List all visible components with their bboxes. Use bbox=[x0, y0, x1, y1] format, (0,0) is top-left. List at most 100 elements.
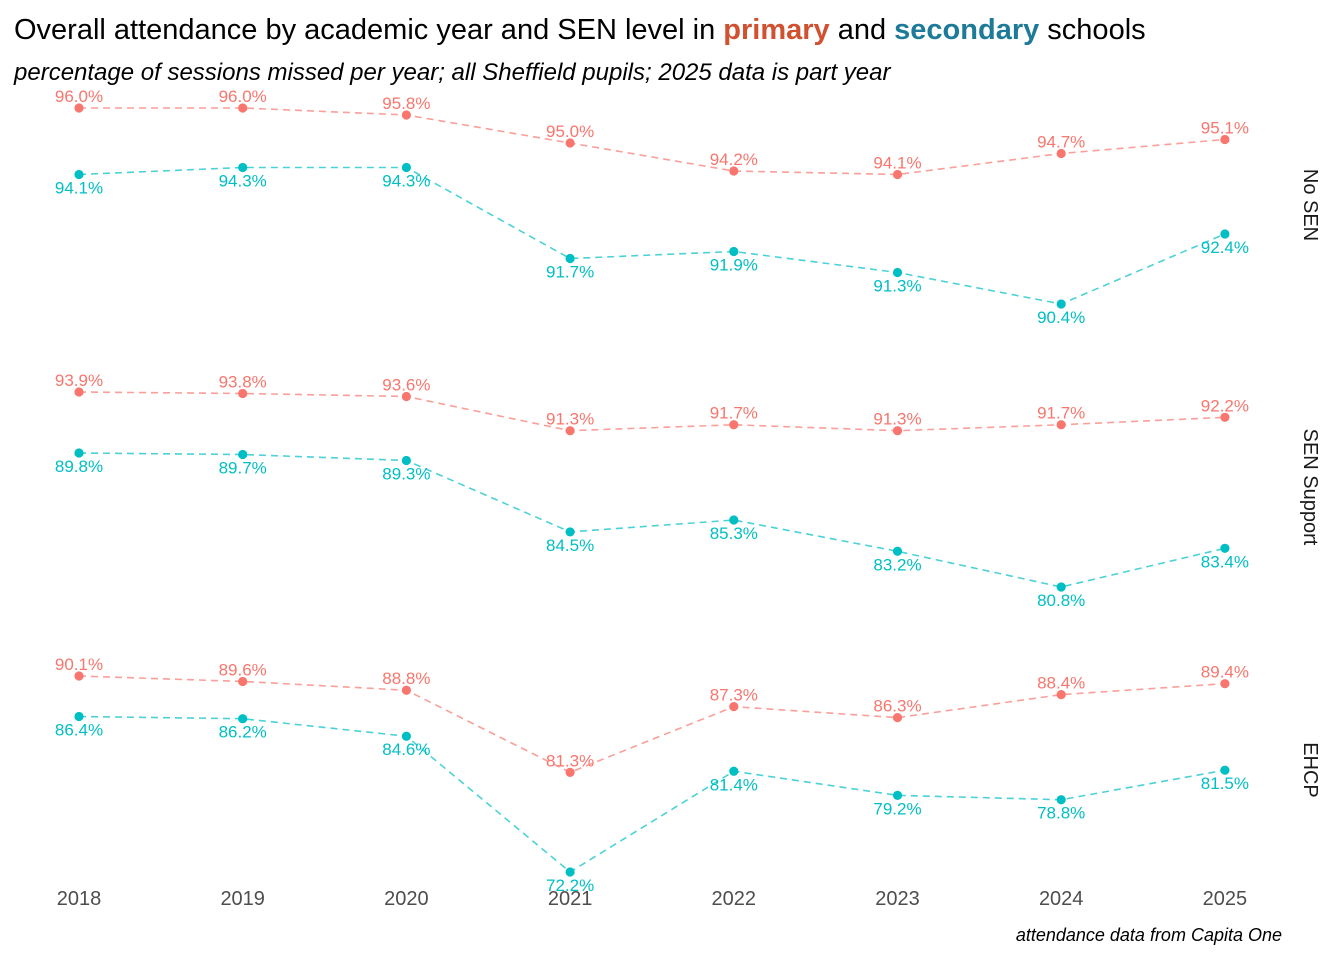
data-label-primary-no-sen-2018: 96.0% bbox=[55, 87, 103, 106]
point-secondary-no-sen-2019 bbox=[238, 162, 248, 173]
data-label-primary-ehcp-2025: 89.4% bbox=[1201, 663, 1249, 682]
data-label-secondary-no-sen-2022: 91.9% bbox=[710, 256, 758, 275]
panel-no-sen: 96.0% 96.0% 95.8% 95.0% 94.2% 94.1% 94.7% 95.1%… bbox=[55, 87, 1321, 327]
point-primary-sen-support-2020 bbox=[401, 391, 411, 402]
point-primary-sen-support-2023 bbox=[892, 426, 903, 436]
data-label-primary-ehcp-2019: 89.6% bbox=[219, 660, 267, 679]
point-secondary-ehcp-2025 bbox=[1220, 765, 1230, 775]
x-tick-2023: 2023 bbox=[875, 888, 920, 910]
data-label-secondary-no-sen-2019: 94.3% bbox=[219, 172, 267, 191]
data-label-primary-no-sen-2024: 94.7% bbox=[1037, 133, 1085, 152]
data-label-secondary-sen-support-2023: 83.2% bbox=[873, 555, 921, 574]
data-label-primary-sen-support-2023: 91.3% bbox=[873, 410, 921, 429]
data-label-secondary-sen-support-2018: 89.8% bbox=[55, 457, 103, 476]
series-line-secondary-ehcp bbox=[78, 715, 1226, 873]
point-primary-ehcp-2022 bbox=[729, 702, 739, 712]
point-secondary-sen-support-2023 bbox=[892, 546, 903, 556]
point-secondary-sen-support-2019 bbox=[238, 449, 248, 460]
point-primary-ehcp-2024 bbox=[1056, 690, 1066, 700]
strip-label-ehcp: EHCP bbox=[1299, 742, 1321, 798]
series-line-primary-ehcp bbox=[78, 675, 1225, 774]
chart-subtitle: percentage of sessions missed per year; … bbox=[13, 59, 892, 86]
point-primary-ehcp-2025 bbox=[1220, 679, 1230, 689]
point-primary-no-sen-2020 bbox=[401, 110, 411, 120]
point-primary-ehcp-2021 bbox=[565, 767, 575, 777]
chart-title: Overall attendance by academic year and … bbox=[14, 14, 1146, 46]
data-label-primary-no-sen-2022: 94.2% bbox=[710, 150, 758, 169]
x-tick-2021: 2021 bbox=[548, 888, 593, 910]
point-secondary-sen-support-2018 bbox=[74, 448, 84, 458]
data-label-secondary-ehcp-2023: 79.2% bbox=[873, 799, 921, 818]
point-primary-ehcp-2018 bbox=[74, 671, 84, 681]
data-label-secondary-ehcp-2022: 81.4% bbox=[710, 775, 758, 794]
point-primary-no-sen-2024 bbox=[1056, 148, 1066, 159]
point-primary-no-sen-2019 bbox=[238, 103, 248, 113]
data-label-primary-sen-support-2025: 92.2% bbox=[1201, 396, 1249, 415]
point-secondary-no-sen-2025 bbox=[1220, 229, 1230, 239]
point-secondary-ehcp-2023 bbox=[892, 790, 903, 800]
data-label-primary-sen-support-2019: 93.8% bbox=[219, 372, 267, 391]
data-label-secondary-sen-support-2025: 83.4% bbox=[1201, 552, 1249, 571]
point-secondary-no-sen-2021 bbox=[565, 253, 575, 264]
data-label-secondary-ehcp-2025: 81.5% bbox=[1201, 774, 1249, 793]
point-secondary-sen-support-2021 bbox=[565, 527, 575, 537]
x-tick-2020: 2020 bbox=[384, 888, 429, 910]
data-label-primary-no-sen-2023: 94.1% bbox=[873, 154, 921, 173]
data-label-secondary-ehcp-2024: 78.8% bbox=[1037, 804, 1085, 823]
point-secondary-ehcp-2018 bbox=[74, 711, 84, 722]
data-label-secondary-ehcp-2018: 86.4% bbox=[55, 721, 103, 740]
data-label-secondary-no-sen-2020: 94.3% bbox=[382, 172, 430, 191]
point-secondary-no-sen-2024 bbox=[1056, 299, 1066, 309]
point-primary-sen-support-2018 bbox=[74, 387, 84, 397]
data-label-primary-sen-support-2024: 91.7% bbox=[1037, 404, 1085, 423]
point-primary-sen-support-2019 bbox=[238, 388, 248, 399]
strip-label-sen-support: SEN Support bbox=[1299, 429, 1321, 546]
chart-caption: attendance data from Capita One bbox=[1016, 925, 1282, 945]
x-tick-2024: 2024 bbox=[1039, 888, 1084, 910]
data-label-secondary-sen-support-2020: 89.3% bbox=[382, 464, 430, 483]
point-secondary-sen-support-2024 bbox=[1056, 582, 1066, 592]
data-label-primary-sen-support-2020: 93.6% bbox=[382, 375, 430, 394]
data-label-secondary-sen-support-2022: 85.3% bbox=[710, 524, 758, 543]
series-line-primary-sen-support bbox=[78, 391, 1225, 432]
data-label-primary-ehcp-2021: 81.3% bbox=[546, 751, 594, 770]
data-label-primary-no-sen-2021: 95.0% bbox=[546, 122, 594, 141]
data-label-primary-no-sen-2025: 95.1% bbox=[1201, 119, 1249, 138]
point-primary-sen-support-2021 bbox=[565, 426, 575, 436]
x-axis: 2018 2019 2020 2021 2022 2023 2024 2025 bbox=[57, 888, 1247, 910]
x-tick-2022: 2022 bbox=[712, 888, 757, 910]
point-secondary-no-sen-2022 bbox=[729, 246, 739, 257]
title-primary-word: primary bbox=[723, 14, 829, 46]
point-secondary-sen-support-2022 bbox=[729, 515, 739, 525]
data-label-primary-ehcp-2022: 87.3% bbox=[710, 686, 758, 705]
data-label-primary-no-sen-2020: 95.8% bbox=[382, 94, 430, 113]
point-secondary-sen-support-2020 bbox=[401, 455, 411, 466]
data-label-primary-no-sen-2019: 96.0% bbox=[219, 87, 267, 106]
data-label-secondary-ehcp-2021: 72.2% bbox=[546, 876, 594, 895]
plot-area: 96.0% 96.0% 95.8% 95.0% 94.2% 94.1% 94.7% 95.1%… bbox=[55, 87, 1321, 895]
point-secondary-no-sen-2023 bbox=[892, 267, 903, 278]
series-line-secondary-sen-support bbox=[78, 452, 1226, 588]
data-label-secondary-sen-support-2021: 84.5% bbox=[546, 536, 594, 555]
data-label-primary-sen-support-2021: 91.3% bbox=[546, 410, 594, 429]
point-primary-no-sen-2018 bbox=[74, 103, 84, 113]
panel-ehcp: 90.1% 89.6% 88.8% 81.3% 87.3% 86.3% 88.4% 89.4%… bbox=[55, 655, 1321, 895]
point-secondary-ehcp-2021 bbox=[565, 867, 575, 877]
point-primary-sen-support-2024 bbox=[1056, 420, 1066, 430]
point-secondary-no-sen-2020 bbox=[401, 162, 411, 173]
data-label-secondary-ehcp-2019: 86.2% bbox=[219, 723, 267, 742]
point-primary-no-sen-2022 bbox=[729, 166, 739, 176]
x-tick-2025: 2025 bbox=[1203, 888, 1248, 910]
point-primary-sen-support-2025 bbox=[1220, 412, 1230, 422]
point-secondary-ehcp-2019 bbox=[238, 714, 248, 724]
point-primary-no-sen-2021 bbox=[565, 138, 575, 148]
title-secondary-word: secondary bbox=[894, 14, 1039, 46]
data-label-secondary-no-sen-2024: 90.4% bbox=[1037, 308, 1085, 327]
data-label-secondary-sen-support-2024: 80.8% bbox=[1037, 591, 1085, 610]
x-tick-2018: 2018 bbox=[57, 888, 102, 910]
point-primary-ehcp-2020 bbox=[401, 685, 411, 695]
strip-label-no-sen: No SEN bbox=[1299, 169, 1321, 241]
data-label-secondary-no-sen-2025: 92.4% bbox=[1201, 238, 1249, 257]
point-secondary-sen-support-2025 bbox=[1220, 543, 1230, 553]
